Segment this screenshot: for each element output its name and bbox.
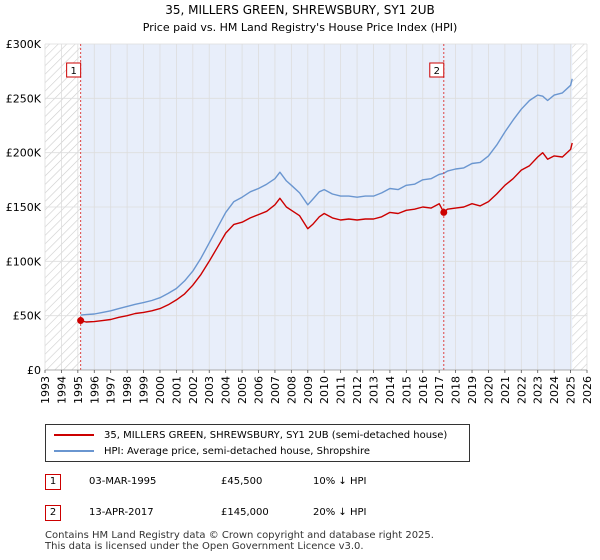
sale-marker-badge	[66, 62, 82, 78]
sale-point	[440, 208, 448, 216]
chart-title: 35, MILLERS GREEN, SHREWSBURY, SY1 2UB	[165, 3, 435, 17]
x-tick-label: 2019	[466, 376, 479, 404]
legend-label-hpi: HPI: Average price, semi-detached house,…	[104, 446, 371, 457]
x-tick-label: 2013	[367, 376, 380, 404]
sale-marker-label: 1	[70, 66, 76, 77]
y-tick-label: £200K	[6, 147, 42, 160]
transaction-date: 13-APR-2017	[89, 507, 154, 518]
x-tick-label: 2020	[482, 376, 495, 404]
y-tick-label: £250K	[6, 92, 42, 105]
legend-swatch-property	[54, 434, 94, 436]
x-tick-label: 2002	[187, 376, 200, 404]
footer: Contains HM Land Registry data © Crown c…	[45, 530, 585, 552]
legend-swatch-hpi	[54, 450, 94, 452]
x-tick-label: 2023	[532, 376, 545, 404]
x-tick-label: 1997	[105, 376, 118, 404]
transaction-date: 03-MAR-1995	[89, 476, 157, 487]
x-tick-label: 2005	[236, 376, 249, 404]
transaction-badge: 2	[45, 505, 61, 521]
x-tick-label: 2009	[302, 376, 315, 404]
x-tick-label: 2015	[400, 376, 413, 404]
x-tick-label: 1993	[39, 376, 52, 404]
series-line-property	[80, 142, 573, 323]
price-chart: 35, MILLERS GREEN, SHREWSBURY, SY1 2UB P…	[6, 3, 594, 404]
legend-label-property: 35, MILLERS GREEN, SHREWSBURY, SY1 2UB (…	[104, 430, 448, 441]
x-tick-label: 2006	[253, 376, 266, 404]
x-tick-label: 1994	[55, 376, 68, 404]
x-tick-label: 2021	[499, 376, 512, 404]
x-tick-label: 2022	[515, 376, 528, 404]
x-tick-label: 1998	[121, 376, 134, 404]
x-tick-label: 2018	[450, 376, 463, 404]
x-tick-label: 2001	[170, 376, 183, 404]
sale-marker-badge	[429, 62, 445, 78]
x-tick-label: 1996	[88, 376, 101, 404]
legend-item-property: 35, MILLERS GREEN, SHREWSBURY, SY1 2UB (…	[54, 428, 447, 444]
y-tick-label: £100K	[6, 255, 42, 268]
x-tick-label: 2004	[220, 376, 233, 404]
x-tick-label: 2012	[351, 376, 364, 404]
x-tick-label: 1999	[138, 376, 151, 404]
y-tick-label: £0	[27, 364, 41, 377]
x-tick-label: 2010	[318, 376, 331, 404]
legend-item-hpi: HPI: Average price, semi-detached house,…	[54, 444, 370, 460]
sale-marker-label: 2	[434, 66, 440, 77]
footer-copyright: Contains HM Land Registry data © Crown c…	[45, 530, 434, 541]
transaction-price: £45,500	[221, 476, 263, 487]
x-tick-label: 2024	[548, 376, 561, 404]
x-tick-label: 1995	[72, 376, 85, 404]
footer-licence: This data is licensed under the Open Gov…	[45, 541, 364, 552]
transaction-price: £145,000	[221, 507, 269, 518]
transaction-hpi: 10% ↓ HPI	[313, 476, 367, 487]
x-tick-label: 2007	[269, 376, 282, 404]
series-line-hpi	[80, 78, 573, 316]
x-tick-label: 2000	[154, 376, 167, 404]
x-tick-label: 2026	[581, 376, 594, 404]
chart-subtitle: Price paid vs. HM Land Registry's House …	[143, 21, 458, 34]
x-tick-label: 2017	[433, 376, 446, 404]
y-tick-label: £150K	[6, 201, 42, 214]
transaction-badge: 1	[45, 474, 61, 490]
y-tick-label: £50K	[13, 310, 42, 323]
x-tick-label: 2025	[565, 376, 578, 404]
y-tick-label: £300K	[6, 38, 42, 51]
x-tick-label: 2014	[384, 376, 397, 404]
transaction-hpi: 20% ↓ HPI	[313, 507, 367, 518]
legend: 35, MILLERS GREEN, SHREWSBURY, SY1 2UB (…	[45, 424, 470, 462]
sale-point	[77, 317, 85, 325]
x-tick-label: 2016	[417, 376, 430, 404]
x-tick-label: 2003	[203, 376, 216, 404]
x-tick-label: 2011	[335, 376, 348, 404]
x-tick-label: 2008	[285, 376, 298, 404]
